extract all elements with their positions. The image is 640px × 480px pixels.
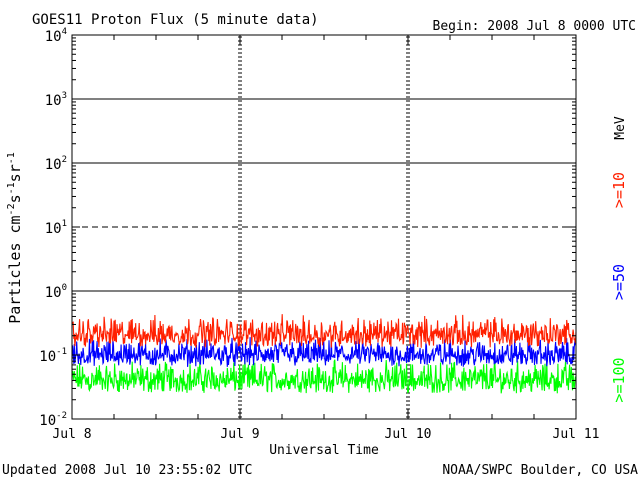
- y-tick-label: 101: [45, 219, 67, 237]
- series-line: [71, 314, 577, 348]
- legend-label: >=10: [610, 172, 628, 208]
- x-tick-label: Jul 10: [385, 427, 432, 442]
- svg-text:Particles cm-2s-1sr-1: Particles cm-2s-1sr-1: [6, 152, 24, 324]
- y-tick-label: 104: [45, 27, 67, 45]
- x-tick-label: Jul 9: [220, 427, 259, 442]
- series-line: [71, 358, 577, 394]
- reference-lines: [72, 98, 576, 292]
- day-grid-ticks: [238, 36, 410, 418]
- x-tick-label: Jul 11: [553, 427, 600, 442]
- series-line: [71, 337, 577, 367]
- x-axis-ticks: Jul 8 Jul 9 Jul 10 Jul 11: [52, 35, 599, 442]
- chart-title: GOES11 Proton Flux (5 minute data): [32, 12, 319, 28]
- y-axis-ticks: 10-2 10-1 100 101 102 103 104: [39, 27, 576, 429]
- y-axis-label: Particles cm-2s-1sr-1: [6, 152, 24, 324]
- legend-label: >=100: [610, 357, 628, 402]
- y-tick-label: 100: [45, 283, 67, 301]
- begin-label: Begin: 2008 Jul 8 0000 UTC: [433, 19, 637, 34]
- y-tick-label: 103: [45, 91, 67, 109]
- updated-timestamp: Updated 2008 Jul 10 23:55:02 UTC: [2, 463, 252, 478]
- x-axis-label: Universal Time: [269, 443, 379, 458]
- legend-label: >=50: [610, 264, 628, 300]
- legend-unit: MeV: [613, 116, 628, 140]
- y-tick-label: 102: [45, 155, 67, 173]
- source-credit: NOAA/SWPC Boulder, CO USA: [442, 463, 638, 478]
- legend: MeV >=10 >=50 >=100: [610, 116, 628, 402]
- y-tick-label: 10-1: [39, 347, 67, 365]
- x-tick-label: Jul 8: [52, 427, 91, 442]
- y-tick-label: 10-2: [39, 411, 67, 429]
- series-layer: [71, 314, 577, 394]
